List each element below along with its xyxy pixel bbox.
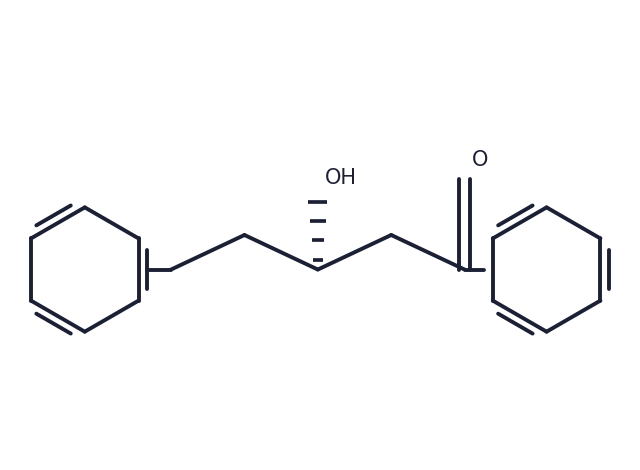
Text: O: O: [472, 150, 488, 170]
Text: OH: OH: [324, 167, 356, 188]
